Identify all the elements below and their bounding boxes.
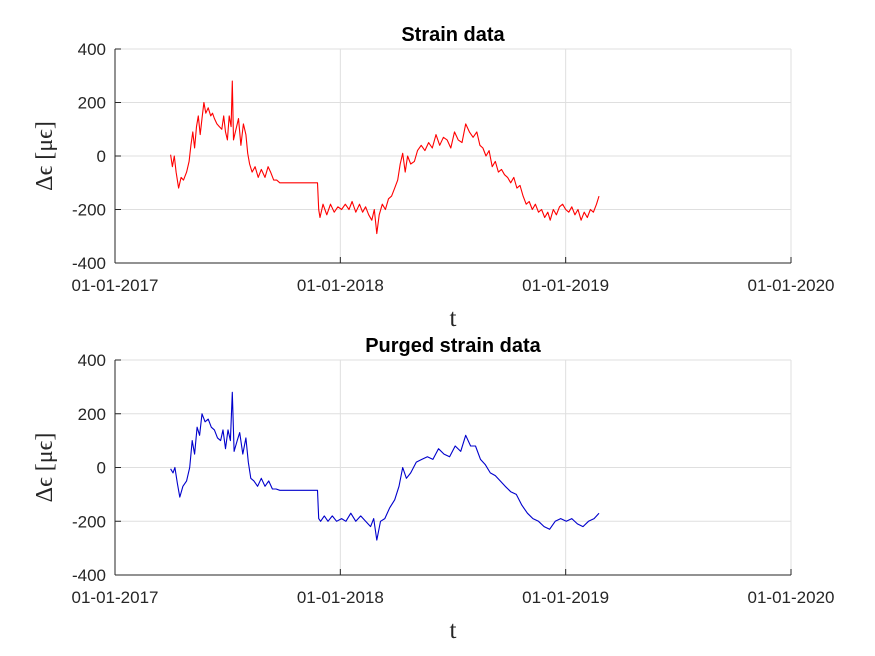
x-tick-label: 01-01-2019 [522,276,609,295]
x-tick-label: 01-01-2020 [748,276,835,295]
x-tick-label: 01-01-2017 [72,588,159,607]
x-tick-label: 01-01-2017 [72,276,159,295]
x-tick-label: 01-01-2019 [522,588,609,607]
x-axis-label: t [450,617,457,644]
y-tick-label: -200 [72,201,106,220]
purged-strain-data-axes: 400 200 0 -200 -400 01-01-2017 01-01-2018 01-01… [32,335,834,644]
y-tick-label: 200 [78,405,106,424]
y-tick-label: 400 [78,40,106,59]
x-axis-label: t [450,305,457,332]
y-tick-label: -400 [72,566,106,585]
y-tick-label: 0 [97,459,106,478]
strain-data-title: Strain data [401,24,505,46]
y-tick-label: 200 [78,94,106,113]
strain-data-series-line [170,80,600,235]
y-tick-label: 400 [78,351,106,370]
strain-data-axes: 400 200 0 -200 -400 01-01-2017 01-01-2018 01-01… [32,24,834,332]
purged-strain-data-series-line [170,391,600,541]
y-axis-label: Δϵ [μϵ] [32,433,58,503]
y-tick-label: -400 [72,254,106,273]
purged-strain-data-title: Purged strain data [365,335,541,357]
x-tick-label: 01-01-2020 [748,588,835,607]
y-axis-label: Δϵ [μϵ] [32,121,58,191]
x-tick-label: 01-01-2018 [297,276,384,295]
y-tick-label: 0 [97,147,106,166]
x-tick-label: 01-01-2018 [297,588,384,607]
y-tick-label: -200 [72,512,106,531]
